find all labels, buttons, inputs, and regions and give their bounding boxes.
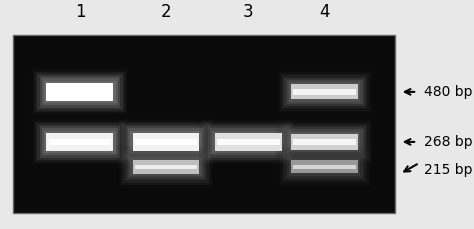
Bar bbox=[210, 128, 286, 155]
Bar bbox=[215, 133, 282, 151]
Bar bbox=[46, 133, 113, 151]
Bar bbox=[291, 84, 358, 99]
Bar bbox=[293, 139, 356, 145]
Bar bbox=[133, 160, 200, 174]
Bar bbox=[203, 122, 293, 162]
Bar bbox=[133, 133, 200, 151]
Bar bbox=[46, 83, 113, 101]
Bar bbox=[30, 67, 129, 116]
Bar bbox=[44, 131, 116, 153]
Bar bbox=[30, 117, 129, 166]
Bar bbox=[37, 74, 123, 110]
Bar bbox=[277, 147, 372, 187]
Bar bbox=[13, 35, 395, 213]
Bar bbox=[33, 120, 127, 164]
Bar bbox=[284, 78, 365, 106]
Bar bbox=[123, 124, 209, 160]
Bar bbox=[42, 128, 118, 155]
Bar bbox=[291, 161, 358, 173]
Bar bbox=[287, 156, 363, 178]
Bar bbox=[280, 73, 370, 111]
Bar bbox=[212, 131, 284, 153]
Bar bbox=[291, 161, 358, 173]
Bar bbox=[40, 76, 120, 107]
Bar bbox=[130, 131, 202, 153]
Text: 480 bp: 480 bp bbox=[424, 85, 472, 99]
Bar bbox=[121, 149, 211, 185]
Bar bbox=[282, 152, 367, 182]
Bar bbox=[282, 75, 367, 108]
Bar bbox=[215, 133, 282, 151]
Bar bbox=[199, 117, 298, 166]
Bar bbox=[284, 154, 365, 180]
Bar bbox=[44, 81, 116, 103]
Bar bbox=[128, 128, 204, 155]
Text: 2: 2 bbox=[161, 3, 171, 21]
Bar bbox=[130, 158, 202, 176]
Bar bbox=[280, 149, 370, 185]
Bar bbox=[117, 117, 216, 166]
Bar bbox=[119, 120, 213, 164]
Bar bbox=[277, 71, 372, 113]
Bar bbox=[287, 129, 363, 154]
Bar bbox=[135, 165, 198, 169]
Bar bbox=[121, 122, 211, 162]
Bar bbox=[37, 124, 123, 160]
Bar bbox=[289, 82, 360, 102]
Bar bbox=[217, 139, 280, 145]
Bar bbox=[46, 83, 113, 101]
Bar bbox=[135, 139, 198, 145]
Bar bbox=[206, 124, 291, 160]
Bar bbox=[291, 134, 358, 150]
Bar bbox=[126, 153, 206, 180]
Text: 1: 1 bbox=[74, 3, 85, 21]
Bar bbox=[275, 145, 374, 189]
Bar bbox=[128, 156, 204, 178]
Bar bbox=[35, 122, 125, 162]
Bar bbox=[291, 134, 358, 150]
Bar bbox=[275, 118, 374, 166]
Bar bbox=[287, 80, 363, 104]
Text: 268 bp: 268 bp bbox=[424, 135, 472, 149]
Bar bbox=[42, 79, 118, 105]
Bar bbox=[35, 72, 125, 112]
Bar bbox=[208, 126, 289, 158]
Bar bbox=[282, 125, 367, 159]
Bar bbox=[48, 89, 111, 95]
Bar bbox=[277, 120, 372, 163]
Bar bbox=[201, 120, 295, 164]
Text: 215 bp: 215 bp bbox=[424, 163, 472, 177]
Bar bbox=[48, 139, 111, 145]
Text: 3: 3 bbox=[243, 3, 254, 21]
Bar bbox=[133, 133, 200, 151]
Bar bbox=[123, 151, 209, 183]
Bar bbox=[119, 147, 213, 187]
Bar bbox=[293, 89, 356, 95]
Text: 4: 4 bbox=[319, 3, 330, 21]
Bar bbox=[126, 126, 206, 158]
Bar bbox=[40, 126, 120, 158]
Bar bbox=[33, 70, 127, 114]
Bar bbox=[133, 160, 200, 174]
Bar bbox=[289, 158, 360, 176]
Bar bbox=[280, 123, 370, 161]
Bar bbox=[289, 132, 360, 152]
Bar bbox=[284, 127, 365, 157]
Bar bbox=[46, 133, 113, 151]
Bar bbox=[293, 165, 356, 169]
Bar bbox=[275, 69, 374, 115]
Bar bbox=[117, 144, 216, 189]
Bar bbox=[291, 84, 358, 99]
